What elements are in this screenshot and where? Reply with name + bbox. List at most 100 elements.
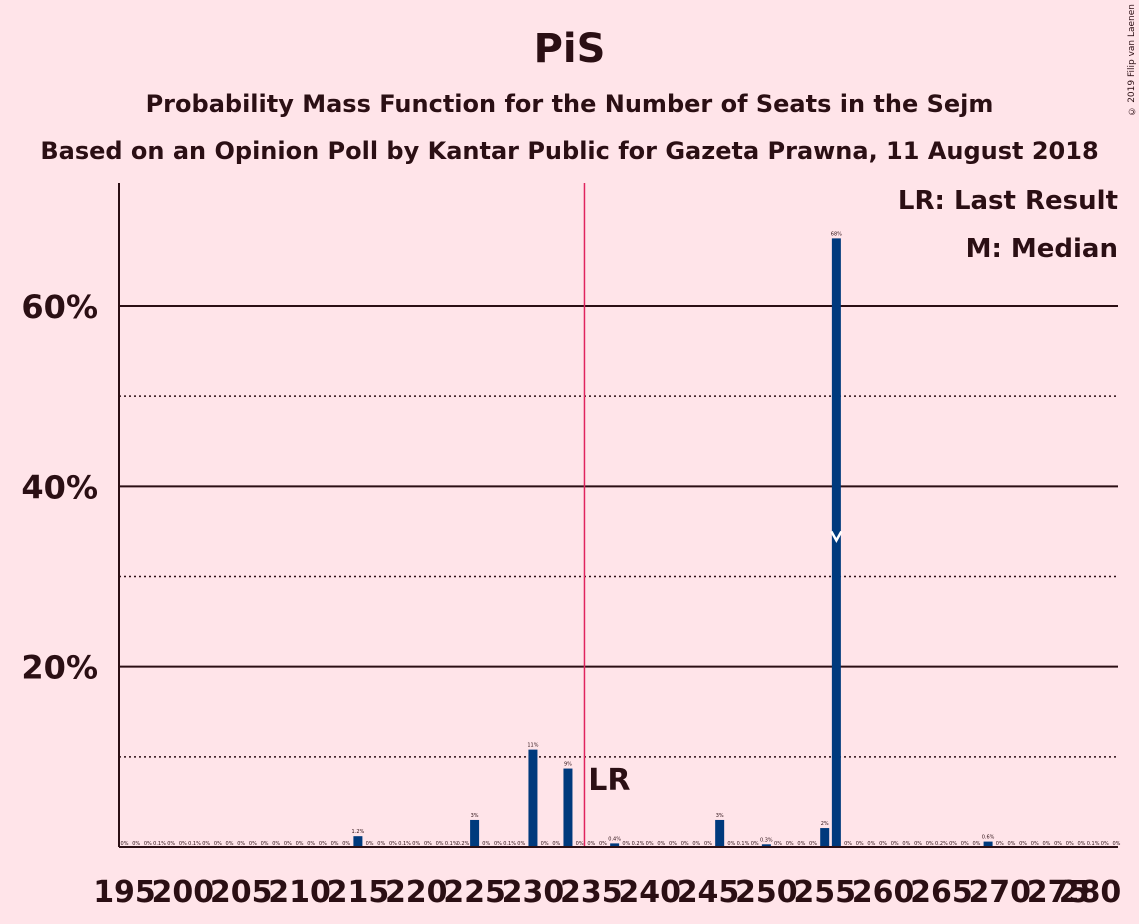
bar-label-seat-209: 0% (284, 841, 292, 847)
bar-label-seat-203: 0% (214, 841, 222, 847)
bar-label-seat-271: 0% (1007, 841, 1015, 847)
axes: 20%40%60%1952002052102152202252302352402… (21, 183, 1121, 910)
bar-label-seat-232: 0% (552, 841, 560, 847)
y-tick-label: 20% (21, 649, 98, 687)
x-tick-label: 245 (677, 875, 740, 910)
x-tick-label: 215 (327, 875, 390, 910)
bar-label-seat-222: 0% (436, 841, 444, 847)
bar-label-seat-200: 0% (179, 841, 187, 847)
bar-label-seat-240: 0% (646, 841, 654, 847)
bar-label-seat-225: 3% (471, 813, 479, 819)
x-tick-label: 225 (443, 875, 506, 910)
bar-label-seat-269: 0.6% (982, 835, 995, 841)
legend-median: M: Median (966, 234, 1118, 264)
bar-label-seat-257: 0% (844, 841, 852, 847)
bar-seat-233 (563, 768, 573, 847)
bar-label-seat-213: 0% (331, 841, 339, 847)
bar-label-seat-246: 3% (716, 813, 724, 819)
bar-label-seat-204: 0% (226, 841, 234, 847)
bar-seat-237 (610, 843, 620, 847)
bar-label-seat-274: 0% (1042, 841, 1050, 847)
bar-seat-269 (983, 841, 993, 847)
bar-label-seat-230: 11% (527, 743, 538, 749)
bar-label-seat-215: 1.2% (352, 829, 365, 835)
bar-label-seat-229: 0% (517, 841, 525, 847)
bar-label-seat-260: 0% (879, 841, 887, 847)
bar-label-seat-208: 0% (272, 841, 280, 847)
last-result-label: LR (588, 763, 630, 798)
bar-label-seat-214: 0% (342, 841, 350, 847)
bar-label-seat-243: 0% (681, 841, 689, 847)
bar-label-seat-228: 0.1% (503, 841, 516, 847)
bar-label-seat-210: 0% (296, 841, 304, 847)
bar-label-seat-196: 0% (132, 841, 140, 847)
bar-label-seat-223: 0.1% (445, 841, 458, 847)
bar-label-seat-268: 0% (972, 841, 980, 847)
x-tick-label: 230 (502, 875, 565, 910)
bar-seat-246 (715, 819, 725, 847)
bar-label-seat-245: 0% (704, 841, 712, 847)
bar-label-seat-266: 0% (949, 841, 957, 847)
bar-label-seat-235: 0% (587, 841, 595, 847)
x-tick-label: 210 (268, 875, 331, 910)
median-marker (830, 530, 843, 544)
bar-label-seat-255: 2% (821, 821, 829, 827)
chart-title: PiS (533, 26, 606, 72)
bar-label-seat-236: 0% (599, 841, 607, 847)
bar-label-seat-198: 0.1% (153, 841, 166, 847)
bar-label-seat-280: 0% (1112, 841, 1120, 847)
bar-label-seat-263: 0% (914, 841, 922, 847)
x-tick-label: 265 (910, 875, 973, 910)
bar-label-seat-244: 0% (692, 841, 700, 847)
bar-seat-225 (470, 819, 480, 847)
bar-label-seat-238: 0% (622, 841, 630, 847)
bar-label-seat-254: 0% (809, 841, 817, 847)
bars (353, 238, 993, 847)
bar-label-seat-270: 0% (996, 841, 1004, 847)
bar-label-seat-277: 0% (1077, 841, 1085, 847)
bar-label-seat-258: 0% (856, 841, 864, 847)
bar-label-seat-248: 0.1% (737, 841, 750, 847)
bar-label-seat-227: 0% (494, 841, 502, 847)
bar-label-seat-267: 0% (961, 841, 969, 847)
x-tick-label: 200 (152, 875, 215, 910)
bar-labels: 1.2%3%11%9%0.4%3%0.3%2%68%0.6%0% 0% 0% 0.1%… (121, 231, 1121, 847)
bar-label-seat-265: 0.2% (935, 841, 948, 847)
bar-label-seat-216: 0% (366, 841, 374, 847)
bar-label-seat-275: 0% (1054, 841, 1062, 847)
bar-label-seat-197: 0% (144, 841, 152, 847)
chart-subtitle: Probability Mass Function for the Number… (145, 90, 994, 118)
bar-label-seat-202: 0% (202, 841, 210, 847)
bar-seat-215 (353, 836, 363, 847)
bar-label-seat-279: 0% (1101, 841, 1109, 847)
bar-label-seat-261: 0% (891, 841, 899, 847)
bar-label-seat-253: 0% (797, 841, 805, 847)
bar-label-seat-237: 0.4% (608, 836, 621, 842)
y-tick-label: 60% (21, 288, 98, 326)
x-tick-label: 195 (93, 875, 156, 910)
bar-label-seat-234: 0% (576, 841, 584, 847)
bar-label-seat-247: 0% (727, 841, 735, 847)
bar-label-seat-252: 0% (786, 841, 794, 847)
bar-seat-255 (820, 828, 830, 847)
bar-label-seat-233: 9% (564, 762, 572, 768)
bar-label-seat-249: 0% (751, 841, 759, 847)
x-tick-label: 275 (1027, 875, 1090, 910)
x-tick-label: 260 (852, 875, 915, 910)
bar-label-seat-219: 0.1% (398, 841, 411, 847)
bar-label-seat-250: 0.3% (760, 837, 773, 843)
x-tick-label: 280 (1059, 875, 1122, 910)
x-tick-label: 205 (210, 875, 273, 910)
bar-label-seat-218: 0% (389, 841, 397, 847)
chart-source: Based on an Opinion Poll by Kantar Publi… (40, 137, 1099, 165)
bar-label-seat-201: 0.1% (188, 841, 201, 847)
bar-label-seat-273: 0% (1031, 841, 1039, 847)
bar-label-seat-217: 0% (377, 841, 385, 847)
bar-label-seat-256: 68% (831, 231, 842, 237)
legend-last-result: LR: Last Result (898, 186, 1118, 216)
bar-label-seat-241: 0% (657, 841, 665, 847)
x-tick-label: 255 (793, 875, 856, 910)
bar-label-seat-242: 0% (669, 841, 677, 847)
x-tick-label: 270 (968, 875, 1031, 910)
